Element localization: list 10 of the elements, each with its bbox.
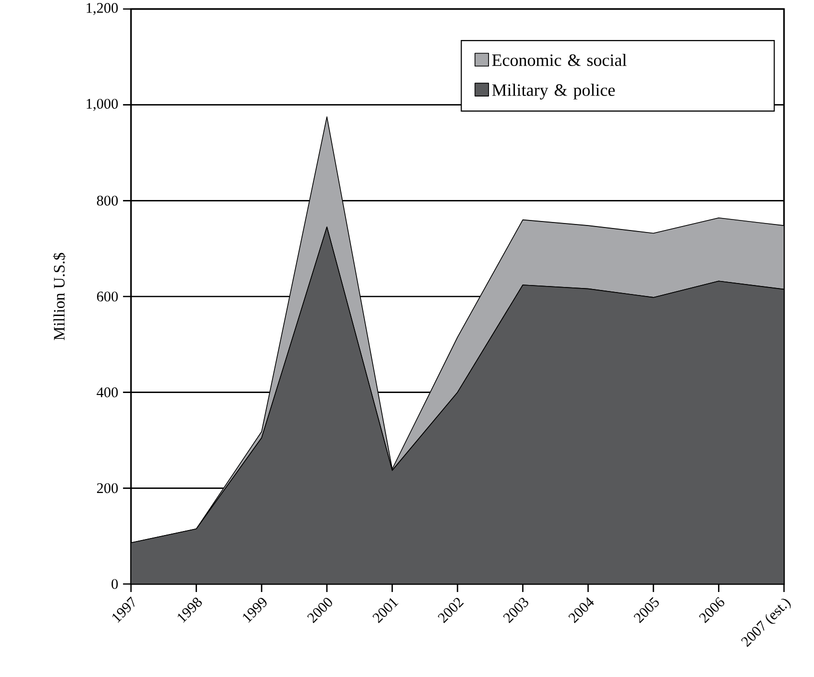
y-tick-label: 0 — [112, 579, 118, 589]
y-axis-title: Million U.S.$ — [52, 252, 66, 340]
legend-label: Economic & social — [492, 54, 627, 66]
y-tick-label: 800 — [96, 196, 118, 206]
legend-label: Military & police — [492, 84, 615, 100]
y-tick-label: 1,000 — [86, 98, 118, 111]
y-tick-label: 1,200 — [86, 3, 118, 15]
y-tick-label: 200 — [97, 483, 118, 494]
y-tick-label: 600 — [97, 292, 118, 302]
y-tick-label: 400 — [96, 387, 118, 398]
